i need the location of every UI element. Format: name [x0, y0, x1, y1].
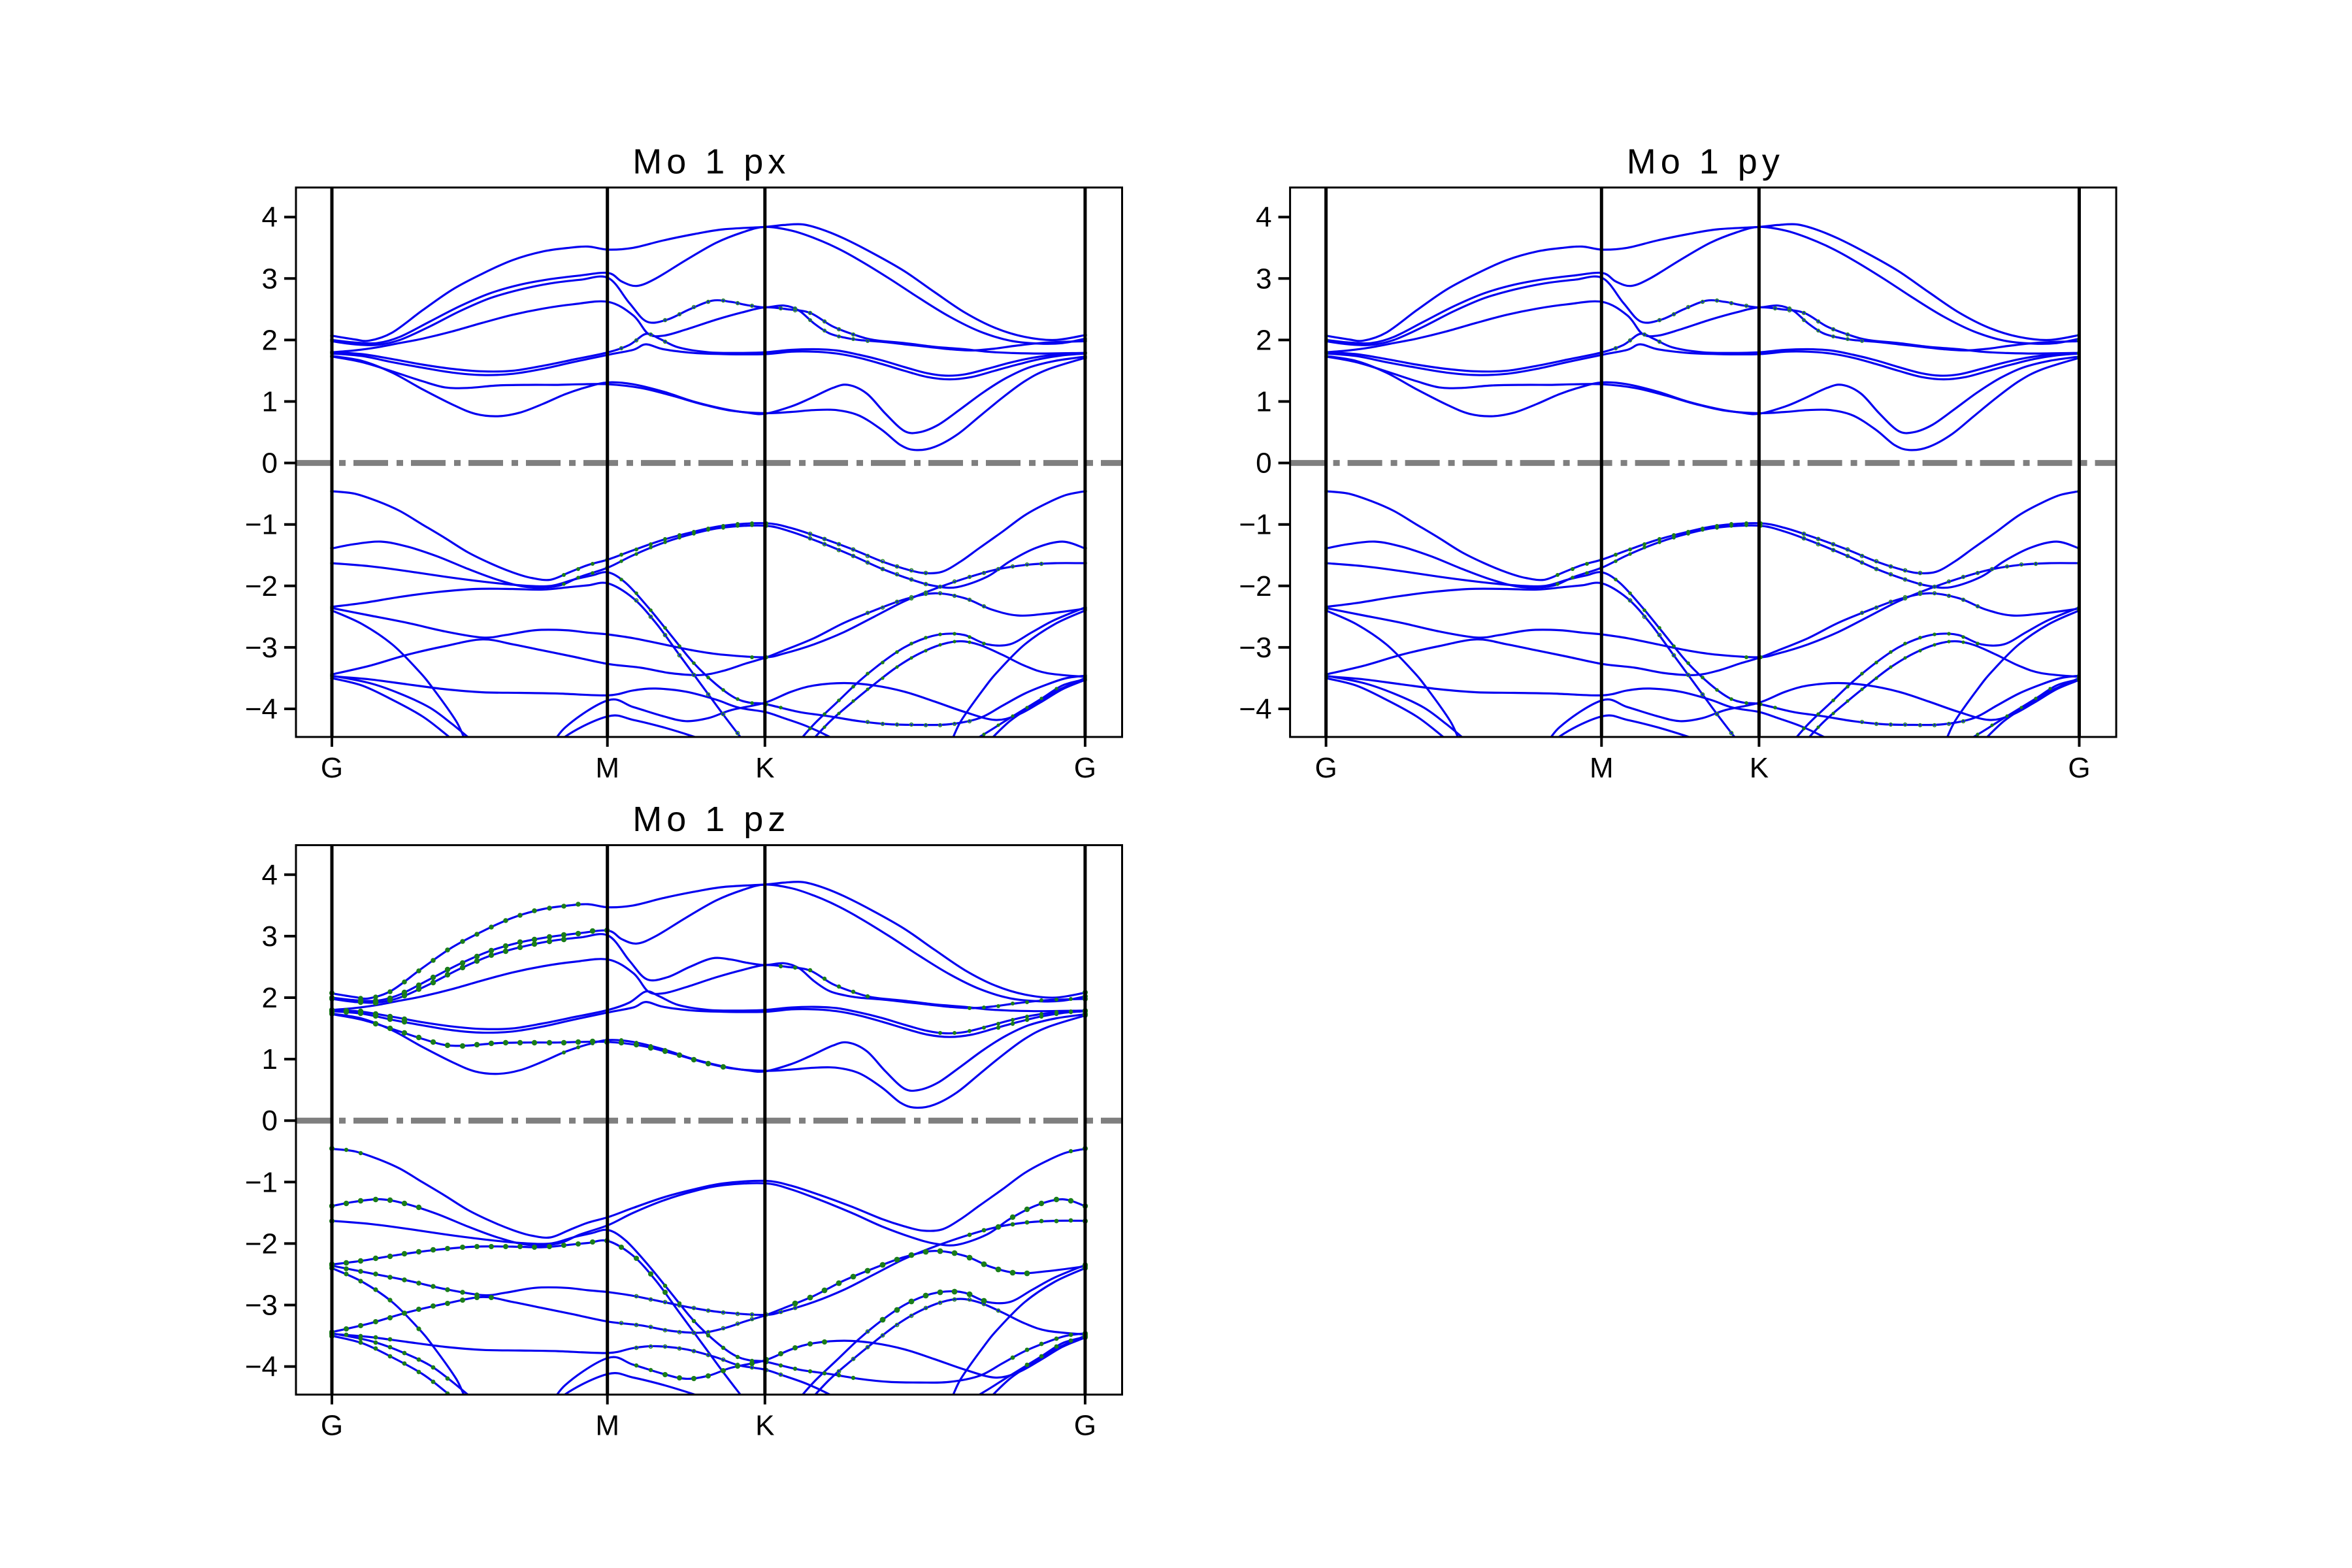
svg-text:Mo 1 py: Mo 1 py	[1627, 142, 1784, 182]
svg-text:K: K	[1750, 752, 1769, 784]
svg-text:0: 0	[262, 1105, 278, 1137]
svg-text:M: M	[1590, 752, 1614, 784]
svg-text:3: 3	[262, 263, 278, 295]
svg-text:K: K	[755, 752, 774, 784]
svg-text:−2: −2	[245, 570, 278, 602]
svg-text:0: 0	[1256, 448, 1271, 480]
svg-text:3: 3	[262, 921, 278, 953]
svg-text:G: G	[1074, 1410, 1096, 1442]
svg-text:−4: −4	[1239, 693, 1271, 725]
svg-text:K: K	[755, 1410, 774, 1442]
svg-text:4: 4	[262, 859, 278, 891]
svg-text:M: M	[595, 752, 619, 784]
svg-text:1: 1	[262, 1043, 278, 1075]
svg-text:−3: −3	[1239, 632, 1271, 664]
svg-text:4: 4	[262, 201, 278, 233]
svg-text:0: 0	[262, 448, 278, 480]
svg-text:−1: −1	[245, 1166, 278, 1198]
svg-text:G: G	[1315, 752, 1337, 784]
svg-text:2: 2	[262, 982, 278, 1014]
svg-text:G: G	[321, 752, 343, 784]
svg-text:1: 1	[1256, 386, 1271, 418]
svg-text:3: 3	[1256, 263, 1271, 295]
svg-text:−3: −3	[245, 1290, 278, 1322]
svg-text:−3: −3	[245, 632, 278, 664]
svg-text:4: 4	[1256, 201, 1271, 233]
svg-text:−2: −2	[245, 1228, 278, 1260]
svg-text:G: G	[2068, 752, 2090, 784]
svg-text:−4: −4	[245, 1351, 278, 1383]
svg-text:2: 2	[262, 324, 278, 356]
svg-text:Mo 1 px: Mo 1 px	[632, 142, 790, 182]
svg-text:−1: −1	[1239, 509, 1271, 541]
svg-text:2: 2	[1256, 324, 1271, 356]
svg-text:Mo 1 pz: Mo 1 pz	[632, 800, 790, 839]
svg-text:−1: −1	[245, 509, 278, 541]
svg-text:M: M	[595, 1410, 619, 1442]
svg-text:G: G	[1074, 752, 1096, 784]
svg-text:G: G	[321, 1410, 343, 1442]
svg-text:−4: −4	[245, 693, 278, 725]
svg-text:1: 1	[262, 386, 278, 418]
svg-text:−2: −2	[1239, 570, 1271, 602]
